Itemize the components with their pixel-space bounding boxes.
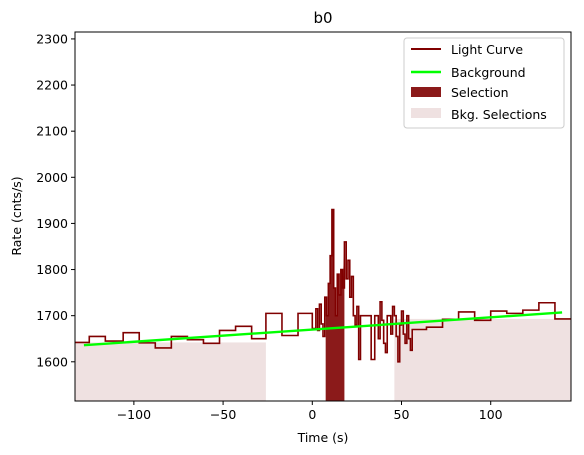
legend-bkg-selections-swatch [411,108,441,118]
y-tick-label: 2300 [36,31,68,46]
chart-title: b0 [313,9,332,27]
x-tick-label: −100 [117,407,151,422]
x-axis-label: Time (s) [297,430,349,445]
y-tick-label: 1800 [36,262,68,277]
background-series [83,311,563,347]
y-axis-label: Rate (cnts/s) [9,176,24,255]
y-tick-label: 1700 [36,308,68,323]
y-tick-label: 2100 [36,124,68,139]
x-tick-label: 100 [479,407,503,422]
legend-box [403,37,565,129]
y-tick-label: 1600 [36,354,68,369]
bkg-selection-region-0 [75,342,266,401]
legend-selection-label: Selection [451,85,509,100]
light-curve-series [75,208,571,363]
plot-area [75,208,571,401]
x-tick-label: −50 [210,407,236,422]
legend-selection-swatch [411,87,441,97]
axis-ticks: −100 −50 0 50 100 1600 1700 1800 1900 2000 2100 220… [36,31,503,422]
x-tick-label: 0 [308,407,316,422]
x-tick-label: 50 [394,407,410,422]
axes-frame [74,31,572,402]
y-tick-label: 1900 [36,216,68,231]
y-tick-label: 2000 [36,170,68,185]
legend-light-curve-label: Light Curve [451,42,523,57]
bkg-selection-region-1 [394,318,571,401]
y-tick-label: 2200 [36,78,68,93]
legend-background-label: Background [451,65,526,80]
legend: Light Curve Background Selection Bkg. Se… [403,37,565,129]
legend-bkg-selections-label: Bkg. Selections [451,107,547,122]
